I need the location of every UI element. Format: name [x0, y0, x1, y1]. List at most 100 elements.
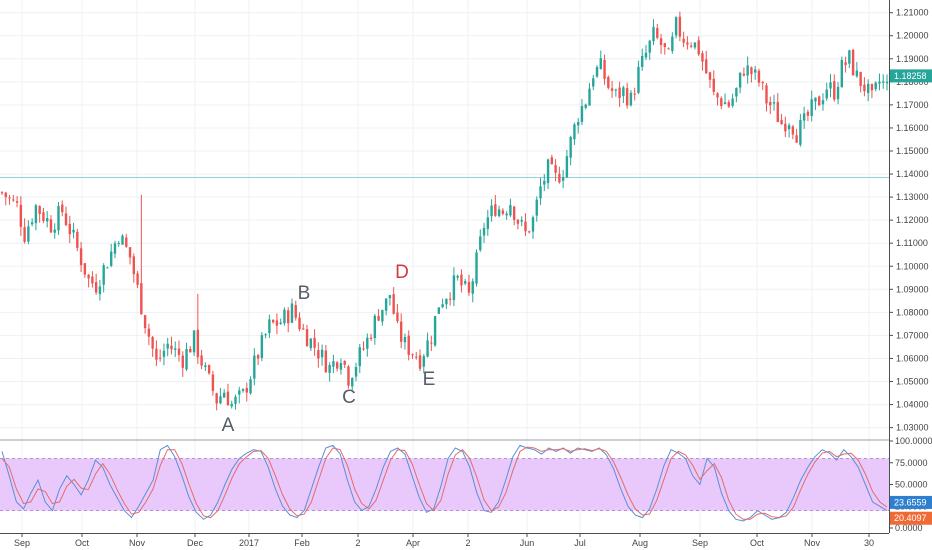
- candle: [561, 169, 565, 189]
- candle-body: [128, 247, 132, 258]
- candle: [106, 266, 109, 269]
- price-tick-label: 1.07000: [896, 330, 929, 340]
- candle-body: [68, 223, 71, 235]
- candle-body: [723, 102, 727, 105]
- candle: [268, 314, 271, 338]
- candle: [313, 329, 316, 356]
- candle: [189, 345, 192, 353]
- candle: [512, 205, 516, 226]
- candle-body: [844, 62, 847, 66]
- candle: [878, 73, 881, 91]
- candle: [204, 362, 207, 371]
- candle-body: [170, 345, 173, 350]
- candle-body: [369, 337, 373, 339]
- candle-body: [61, 204, 64, 213]
- candle-body: [317, 350, 320, 359]
- candle-body: [806, 111, 810, 116]
- candle-body: [746, 65, 749, 76]
- candle: [49, 215, 53, 234]
- k-value-text: 23.6559: [894, 497, 927, 507]
- candle: [475, 249, 478, 287]
- candle: [275, 313, 279, 335]
- candle: [369, 333, 373, 342]
- candle: [565, 149, 569, 179]
- candle-body: [705, 59, 708, 74]
- candle-body: [136, 273, 139, 285]
- candle: [305, 324, 309, 347]
- candle: [520, 216, 523, 227]
- candle: [324, 344, 328, 373]
- candle: [249, 376, 252, 395]
- candle: [94, 273, 98, 295]
- candle: [170, 336, 173, 355]
- candle-body: [471, 281, 474, 294]
- candle: [859, 71, 862, 93]
- candle-body: [701, 53, 704, 62]
- candle-body: [686, 42, 689, 45]
- candle-body: [57, 206, 60, 231]
- candle: [735, 87, 738, 103]
- candle: [539, 177, 542, 206]
- candle-body: [678, 16, 682, 37]
- candle: [102, 263, 105, 293]
- candle-body: [279, 322, 282, 324]
- candle-body: [641, 55, 644, 67]
- candle-body: [45, 218, 49, 222]
- candle-body: [87, 274, 90, 279]
- candle: [471, 278, 474, 303]
- candle-body: [595, 67, 599, 77]
- candle-body: [366, 337, 369, 349]
- time-tick-label: Nov: [129, 538, 146, 548]
- candle-body: [659, 38, 663, 46]
- candle-body: [249, 379, 252, 394]
- candle: [848, 49, 851, 68]
- candle-body: [253, 355, 256, 379]
- candle-body: [769, 101, 772, 106]
- last-price-tag: [890, 69, 932, 83]
- candle-body: [155, 348, 158, 360]
- candle: [757, 68, 761, 87]
- candle: [211, 370, 215, 396]
- candle-body: [550, 157, 554, 165]
- candle-body: [106, 267, 109, 269]
- candle-body: [260, 335, 264, 358]
- candle: [260, 331, 264, 362]
- candle-body: [697, 40, 700, 55]
- candle-body: [573, 124, 576, 140]
- candle-body: [8, 197, 11, 199]
- candle-body: [256, 355, 260, 359]
- candle: [256, 353, 260, 366]
- candle: [505, 211, 508, 220]
- candle: [870, 83, 874, 99]
- candle-body: [490, 205, 493, 217]
- candle-body: [588, 88, 591, 106]
- candle-body: [512, 206, 516, 220]
- candle: [806, 109, 810, 122]
- candle-body: [494, 204, 497, 216]
- candle-body: [94, 281, 98, 293]
- candle: [833, 74, 836, 102]
- candle: [588, 83, 591, 106]
- candle-body: [539, 186, 542, 199]
- candle: [622, 85, 625, 103]
- candle-body: [735, 88, 738, 97]
- indicator-tick-label: 75.0000: [895, 458, 928, 468]
- candle: [407, 330, 410, 361]
- candle: [287, 307, 290, 333]
- candle: [121, 234, 124, 245]
- candle-body: [418, 355, 422, 369]
- price-tick-label: 1.12000: [896, 215, 929, 225]
- candle-body: [610, 88, 614, 91]
- candle: [241, 388, 245, 393]
- candle-body: [558, 174, 561, 183]
- candle: [411, 353, 414, 359]
- candle-body: [859, 71, 862, 87]
- candle: [821, 93, 825, 111]
- candle-body: [283, 309, 286, 324]
- candle: [283, 307, 286, 326]
- candle-body: [147, 328, 151, 337]
- candle-body: [497, 209, 501, 217]
- candle: [720, 96, 723, 110]
- candle-body: [192, 330, 196, 353]
- candle: [524, 213, 527, 237]
